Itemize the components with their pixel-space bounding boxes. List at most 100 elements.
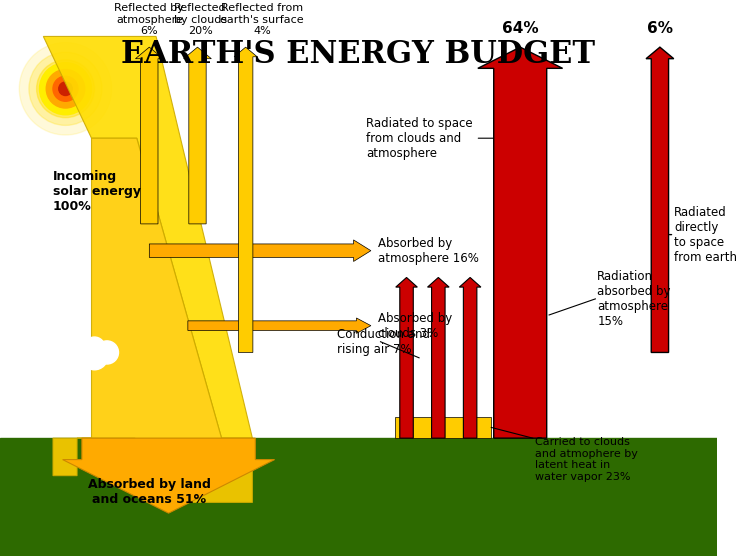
Bar — [0, 480, 716, 481]
Bar — [0, 517, 716, 518]
Text: Incoming
solar energy
100%: Incoming solar energy 100% — [53, 170, 141, 214]
Bar — [0, 483, 716, 484]
Circle shape — [29, 52, 102, 125]
Polygon shape — [459, 277, 481, 438]
Bar — [0, 523, 716, 524]
Polygon shape — [150, 240, 371, 261]
Text: Reflected from
earth's surface
4%: Reflected from earth's surface 4% — [220, 3, 304, 37]
Bar — [0, 469, 716, 470]
Circle shape — [95, 341, 118, 364]
Bar — [0, 505, 716, 507]
Bar — [0, 482, 716, 483]
Polygon shape — [234, 47, 257, 353]
Bar — [0, 515, 716, 516]
Polygon shape — [187, 318, 371, 334]
Bar — [0, 489, 716, 490]
Polygon shape — [478, 47, 562, 438]
Bar — [0, 502, 716, 503]
Circle shape — [53, 76, 78, 101]
Bar — [0, 522, 716, 523]
Bar — [0, 508, 716, 509]
Text: Radiated to space
from clouds and
atmosphere: Radiated to space from clouds and atmosp… — [366, 117, 493, 160]
Bar — [0, 531, 716, 532]
Bar — [0, 534, 716, 535]
Bar — [0, 467, 716, 468]
Bar — [0, 518, 716, 519]
Bar — [0, 501, 716, 502]
Bar — [0, 519, 716, 520]
Text: 6%: 6% — [647, 22, 673, 37]
Bar — [0, 528, 716, 529]
Bar — [0, 471, 716, 472]
Bar — [0, 466, 716, 467]
Bar — [0, 494, 716, 495]
Bar — [0, 468, 716, 469]
Bar — [0, 488, 716, 489]
Bar — [0, 527, 716, 528]
Bar — [0, 499, 716, 500]
Polygon shape — [62, 438, 275, 513]
Text: Reflected by
atmosphere
6%: Reflected by atmosphere 6% — [115, 3, 185, 37]
Bar — [0, 487, 716, 488]
Text: Conduction and
rising air 7%: Conduction and rising air 7% — [337, 327, 430, 356]
Bar — [0, 486, 716, 487]
Bar — [0, 503, 716, 504]
Ellipse shape — [76, 357, 112, 361]
Polygon shape — [646, 47, 674, 353]
Text: Absorbed by
clouds 3%: Absorbed by clouds 3% — [378, 312, 452, 340]
Bar — [0, 490, 716, 492]
Bar — [0, 476, 716, 478]
Circle shape — [84, 337, 105, 358]
Bar — [0, 520, 716, 521]
Circle shape — [59, 82, 72, 96]
Bar — [0, 481, 716, 482]
Polygon shape — [135, 47, 163, 224]
Circle shape — [68, 339, 95, 366]
Bar — [0, 510, 716, 512]
Bar — [0, 497, 716, 498]
Bar — [0, 500, 716, 501]
Bar — [0, 473, 716, 474]
Bar — [0, 479, 716, 480]
Circle shape — [81, 343, 108, 370]
Polygon shape — [428, 277, 449, 438]
Bar — [0, 485, 716, 486]
Bar — [0, 512, 716, 513]
Bar — [0, 516, 716, 517]
Bar — [0, 475, 716, 476]
Polygon shape — [53, 138, 252, 503]
Bar — [0, 474, 716, 475]
Polygon shape — [184, 47, 211, 224]
Bar — [0, 484, 716, 485]
Bar — [0, 532, 716, 533]
Bar — [0, 470, 716, 471]
Bar — [0, 521, 716, 522]
Bar — [0, 504, 716, 505]
Text: 64%: 64% — [502, 22, 539, 37]
Bar — [0, 525, 716, 527]
Text: Absorbed by
atmosphere 16%: Absorbed by atmosphere 16% — [378, 237, 478, 265]
Polygon shape — [396, 277, 417, 438]
Text: EARTH'S ENERGY BUDGET: EARTH'S ENERGY BUDGET — [121, 39, 595, 70]
Circle shape — [39, 63, 92, 115]
Bar — [0, 463, 716, 464]
Circle shape — [19, 42, 112, 135]
Bar — [0, 509, 716, 510]
Polygon shape — [43, 37, 252, 438]
Bar — [0, 495, 716, 497]
Bar — [0, 524, 716, 525]
Bar — [0, 498, 716, 499]
Bar — [0, 478, 716, 479]
Bar — [0, 493, 716, 494]
Bar — [0, 533, 716, 534]
Text: Radiated
directly
to space
from earth: Radiated directly to space from earth — [674, 206, 737, 264]
Bar — [0, 438, 716, 556]
Text: Radiation
absorbed by
atmosphere
15%: Radiation absorbed by atmosphere 15% — [597, 270, 671, 328]
Text: Absorbed by land
and oceans 51%: Absorbed by land and oceans 51% — [88, 478, 211, 506]
Bar — [0, 492, 716, 493]
Text: Carried to clouds
and atmophere by
latent heat in
water vapor 23%: Carried to clouds and atmophere by laten… — [535, 437, 638, 482]
Bar — [0, 507, 716, 508]
Bar — [0, 530, 716, 531]
Bar — [0, 464, 716, 465]
Bar — [0, 472, 716, 473]
